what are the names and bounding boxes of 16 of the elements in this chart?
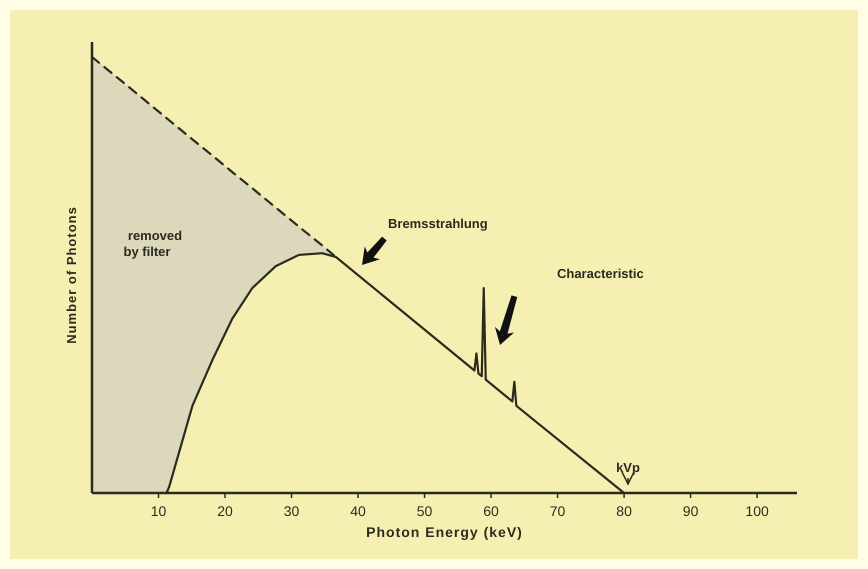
x-tick-label: 80 (616, 503, 632, 519)
annotation: Characteristic (557, 266, 644, 281)
x-tick-label: 20 (217, 503, 234, 519)
x-tick-label: 100 (745, 503, 769, 519)
x-tick-label: 70 (550, 503, 566, 519)
x-tick-label: 30 (284, 503, 300, 519)
x-axis-title: Photon Energy (keV) (366, 524, 523, 540)
annotation: removed by filter (124, 228, 182, 260)
x-tick-label: 10 (150, 503, 167, 519)
x-tick-label: 40 (350, 503, 366, 519)
x-tick-label: 90 (682, 503, 699, 519)
x-tick-label: 60 (483, 503, 500, 519)
annotation: Bremsstrahlung (388, 216, 488, 231)
y-axis-title: Number of Photons (64, 206, 79, 344)
annotation: kVp (616, 460, 640, 475)
x-tick-label: 50 (416, 503, 433, 519)
